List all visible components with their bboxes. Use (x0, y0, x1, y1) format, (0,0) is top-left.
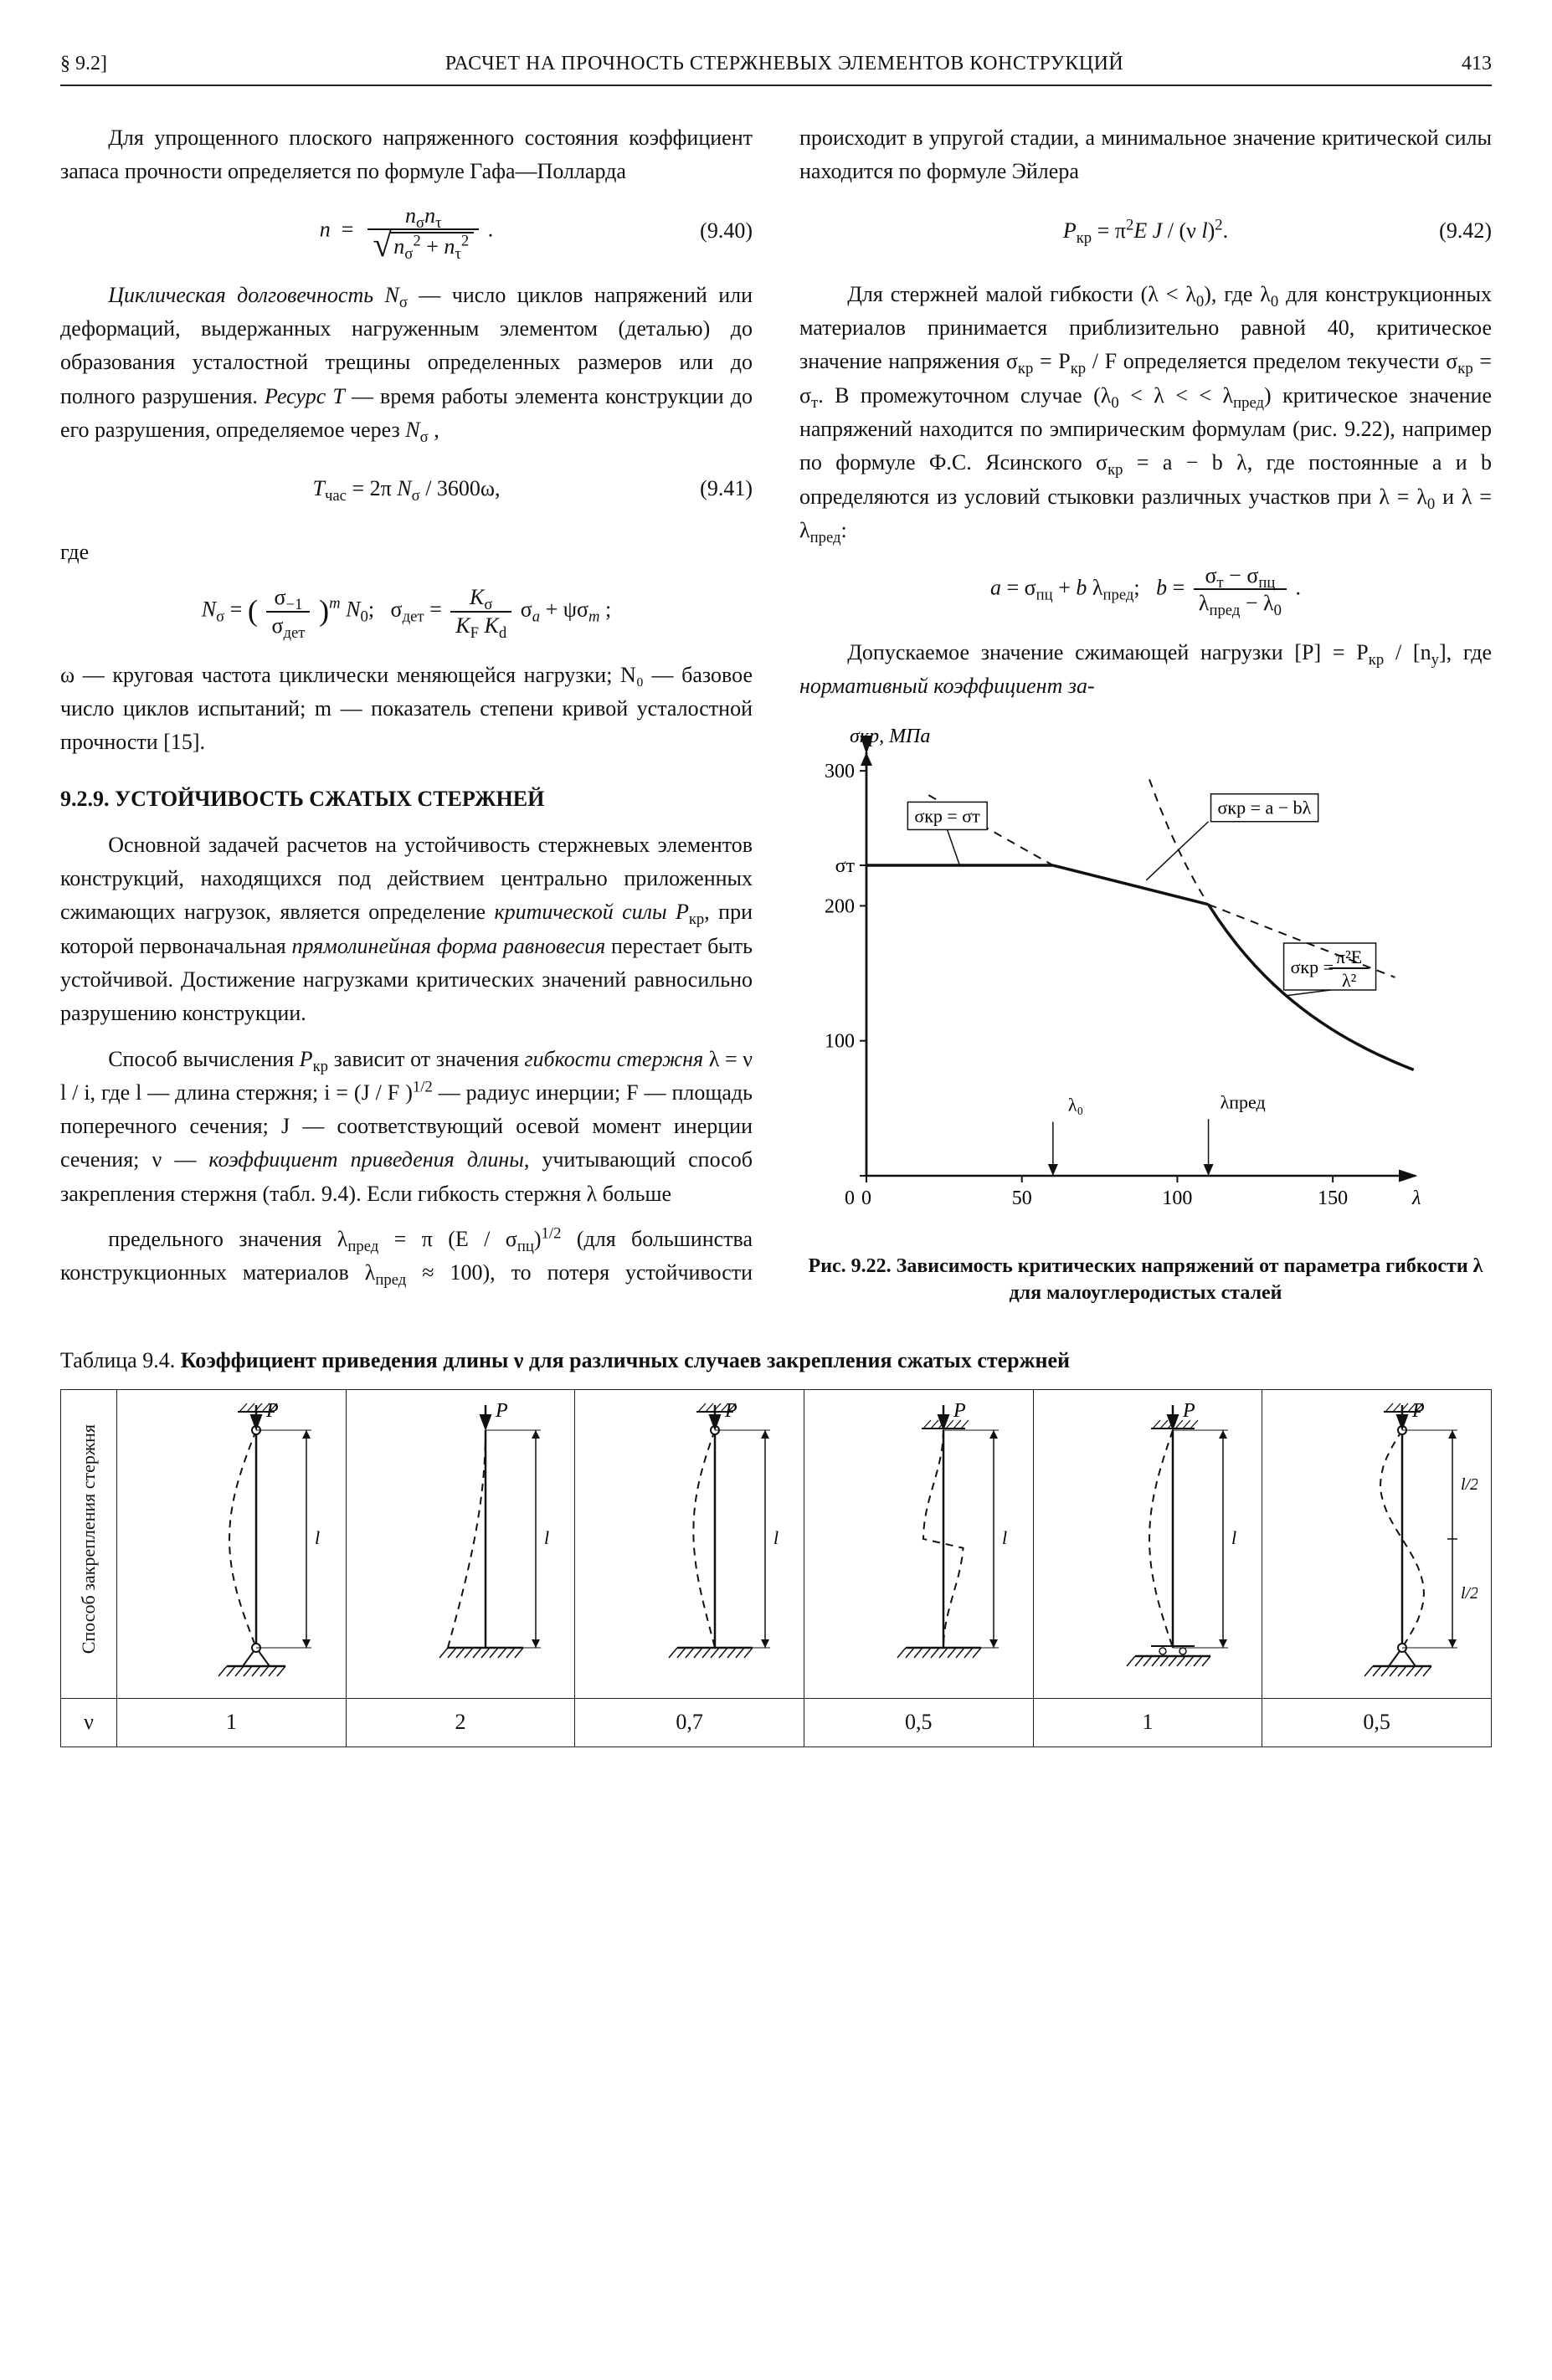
term-critical-force: критической силы (494, 900, 676, 924)
para-6b: зависит от значения (328, 1047, 524, 1071)
para-8d: = P (1033, 349, 1070, 373)
term-linear-equilibrium: прямолинейная форма равновесия (292, 934, 606, 958)
svg-text:l/2: l/2 (1461, 1584, 1477, 1603)
running-header: § 9.2] РАСЧЕТ НА ПРОЧНОСТЬ СТЕРЖНЕВЫХ ЭЛ… (60, 49, 1492, 86)
row-header-label: Способ закрепления стержня (78, 1424, 99, 1654)
nu-label-cell: ν (61, 1699, 117, 1747)
table-9-4-title: Таблица 9.4. Коэффициент приведения длин… (60, 1344, 1492, 1377)
equation-a-b: a = σпц + b λпред; b = σт − σпцλпред − λ… (799, 562, 1492, 616)
equation-number: (9.42) (1439, 214, 1492, 248)
para-9: Допускаемое значение сжимающей нагрузки … (799, 636, 1492, 704)
column-case-5: Pl (1033, 1390, 1262, 1699)
para-8b: ), где λ (1204, 282, 1271, 306)
svg-text:P: P (1182, 1400, 1195, 1422)
table-title-prefix: Таблица 9.4. (60, 1348, 181, 1372)
svg-text:λпред: λпред (1221, 1091, 1266, 1112)
nu-value: 1 (117, 1699, 347, 1747)
nu-value: 0,5 (804, 1699, 1033, 1747)
svg-text:σт: σт (835, 855, 856, 877)
para-8: Для стержней малой гибкости (λ < λ0), гд… (799, 278, 1492, 547)
svg-text:P: P (495, 1400, 508, 1422)
nu-value: 0,5 (1262, 1699, 1492, 1747)
svg-text:l: l (315, 1527, 320, 1548)
svg-text:300: 300 (825, 761, 855, 782)
header-center: РАСЧЕТ НА ПРОЧНОСТЬ СТЕРЖНЕВЫХ ЭЛЕМЕНТОВ… (107, 49, 1462, 80)
svg-text:P: P (724, 1400, 737, 1422)
figure-9-22: σкр, МПа 100 200 300 0 50 100 150 0 λ σт σкр = σт σк… (799, 716, 1492, 1307)
svg-text:λ₀: λ₀ (1068, 1094, 1083, 1115)
svg-text:l: l (1002, 1527, 1007, 1548)
para-9b: / [n (1384, 640, 1431, 664)
svg-text:l: l (773, 1527, 779, 1548)
row-header-diagram: Способ закрепления стержня (61, 1390, 117, 1699)
para-3: где (60, 536, 753, 569)
header-left: § 9.2] (60, 49, 107, 80)
para-5: Основной задачей расчетов на устойчивост… (60, 828, 753, 1031)
para-2: Циклическая долговечность Nσ — число цик… (60, 279, 753, 447)
svg-text:σкр = a − bλ: σкр = a − bλ (1218, 797, 1312, 818)
para-8a: Для стержней малой гибкости (λ < λ (847, 282, 1196, 306)
section-title-9-2-9: 9.2.9. УСТОЙЧИВОСТЬ СЖАТЫХ СТЕРЖНЕЙ (60, 782, 753, 816)
nu-value: 2 (346, 1699, 575, 1747)
para-7a: предельного значения λ (108, 1227, 347, 1251)
svg-text:P: P (265, 1400, 279, 1422)
equation-number: (9.41) (700, 472, 753, 505)
svg-text:150: 150 (1318, 1187, 1348, 1209)
column-case-1: Pl (117, 1390, 347, 1699)
term-resource: Ресурс T (265, 384, 345, 408)
para-1: Для упрощенного плоского напряженного со… (60, 121, 753, 189)
equation-9-41: Tчас = 2π Nσ / 3600ω, (9.41) (60, 462, 753, 515)
term-cyclic-durability: Циклическая долговечность (108, 283, 373, 307)
header-right: 413 (1462, 49, 1492, 80)
equation-9-40: n = nσnτ nσ2 + nτ2 . (9.40) (60, 204, 753, 259)
column-case-2: Pl (346, 1390, 575, 1699)
svg-text:P: P (953, 1400, 966, 1422)
para-4: ω — круговая частота циклически меняющей… (60, 659, 753, 760)
para-9c: ], где (1439, 640, 1492, 664)
para-8g: . В промежуточном случае (λ (818, 383, 1111, 408)
term-norm-coef: нормативный коэффициент за- (799, 674, 1095, 698)
column-case-4: Pl (804, 1390, 1033, 1699)
equation-number: (9.40) (700, 214, 753, 248)
svg-text:σкр, МПа: σкр, МПа (850, 726, 930, 747)
figure-caption-text: Рис. 9.22. Зависимость критических напря… (809, 1255, 1483, 1304)
equation-9-42: Pкр = π2E J / (ν l)2. (9.42) (799, 204, 1492, 258)
nu-value: 0,7 (575, 1699, 804, 1747)
figure-9-22-svg: σкр, МПа 100 200 300 0 50 100 150 0 λ σт σкр = σт σк… (799, 716, 1436, 1234)
column-case-6: Pl/2 l/2 (1262, 1390, 1492, 1699)
svg-text:l: l (1231, 1527, 1236, 1548)
svg-text:0: 0 (861, 1187, 871, 1209)
para-6: Способ вычисления Pкр зависит от значени… (60, 1043, 753, 1211)
para-9a: Допускаемое значение сжимающей нагрузки … (847, 640, 1369, 664)
column-case-3: Pl (575, 1390, 804, 1699)
para-8l: : (841, 518, 847, 542)
term-slenderness: гибкости стержня (524, 1047, 703, 1071)
svg-text:σкр =: σкр = (1291, 957, 1334, 977)
table-title-main: Коэффициент приведения длины ν для разли… (181, 1348, 1070, 1372)
term-reduction-coef: коэффициент приведения длины (208, 1147, 523, 1172)
svg-text:200: 200 (825, 895, 855, 917)
two-column-body: Для упрощенного плоского напряженного со… (60, 121, 1492, 1307)
svg-text:π²E: π²E (1336, 946, 1362, 967)
svg-text:σкр = σт: σкр = σт (914, 805, 980, 826)
para-6a: Способ вычисления (108, 1047, 299, 1071)
table-row: Способ закрепления стержня Pl Pl Pl Pl P… (61, 1390, 1492, 1699)
svg-text:100: 100 (825, 1030, 855, 1052)
svg-text:λ: λ (1411, 1187, 1421, 1209)
para-8h: < λ < < λ (1119, 383, 1233, 408)
svg-text:l: l (544, 1527, 549, 1548)
svg-text:P: P (1411, 1400, 1425, 1422)
svg-text:λ²: λ² (1342, 970, 1357, 991)
table-row: ν 1 2 0,7 0,5 1 0,5 (61, 1699, 1492, 1747)
nu-value: 1 (1033, 1699, 1262, 1747)
table-9-4: Способ закрепления стержня Pl Pl Pl Pl P… (60, 1389, 1492, 1747)
equation-nsigma: Nσ = ( σ−1σдет )m N0; σдет = KσKF Kd σa … (60, 585, 753, 639)
para-7b: = π (E / σ (378, 1227, 517, 1251)
svg-text:0: 0 (845, 1187, 855, 1209)
svg-text:50: 50 (1012, 1187, 1032, 1209)
svg-text:100: 100 (1162, 1187, 1192, 1209)
figure-9-22-caption: Рис. 9.22. Зависимость критических напря… (799, 1253, 1492, 1307)
svg-text:l/2: l/2 (1461, 1475, 1477, 1494)
para-8e: / F определяется пределом текучести σ (1086, 349, 1457, 373)
